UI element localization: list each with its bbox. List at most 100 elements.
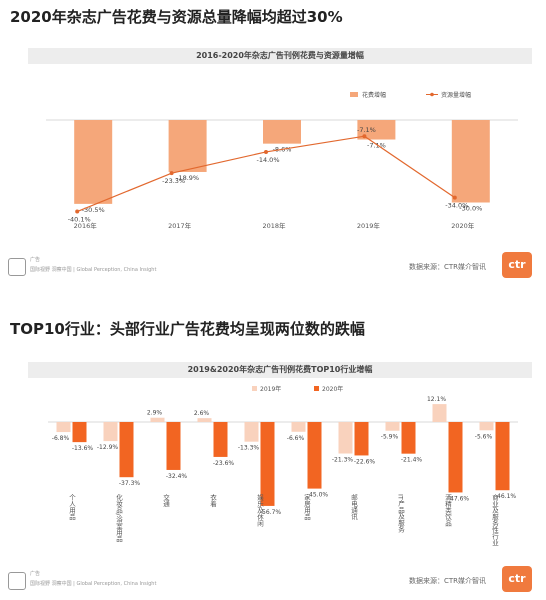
bar-2020 xyxy=(260,422,275,506)
tick-label: 2020年 xyxy=(451,221,475,230)
data-label: -34.0% xyxy=(445,202,468,210)
bar xyxy=(74,120,113,204)
data-label: -30.0% xyxy=(459,205,482,213)
data-label: -22.6% xyxy=(354,458,376,465)
data-label: -7.1% xyxy=(367,142,386,150)
data-source: 数据来源：CTR媒介智讯 xyxy=(408,577,486,585)
legend-label: 资源量增幅 xyxy=(441,91,471,99)
data-label: -5.9% xyxy=(381,434,399,441)
tick-label: 化妆品/浴室用品 xyxy=(115,493,123,543)
bar-2019 xyxy=(244,422,259,442)
footer-tagline: 国际视野 洞察中国 | Global Perception, China Ins… xyxy=(30,581,157,587)
bar-2020 xyxy=(354,422,369,456)
chart2-plot: 2019年 2020年 -6.8%-13.6% 个人用品 -12.9% -37.3% 化妆品… xyxy=(48,385,518,547)
legend-swatch-2020 xyxy=(314,386,319,391)
data-label: -21.3% xyxy=(332,457,354,464)
chart1-title: 2016-2020年杂志广告刊例花费与资源量增幅 xyxy=(28,48,532,64)
chart1-panel: 2016-2020年杂志广告刊例花费与资源量增幅 花费增幅 资源量增幅 -30.5%… xyxy=(28,48,532,238)
data-label: -47.6% xyxy=(448,495,470,502)
footer-tagline: 国际视野 洞察中国 | Global Perception, China Ins… xyxy=(30,267,157,273)
data-label: -6.8% xyxy=(52,435,70,442)
bar-2019 xyxy=(338,422,353,454)
bar-2019 xyxy=(103,422,118,442)
tick-label: 个人用品 xyxy=(68,494,76,522)
data-label: -32.4% xyxy=(166,473,188,480)
tick-label: 家居用品 xyxy=(303,493,311,522)
data-label: -23.6% xyxy=(213,460,235,467)
bar-2020 xyxy=(119,422,134,478)
footer-note: 广告 xyxy=(30,571,41,577)
data-label: 2.9% xyxy=(147,410,163,417)
bar-2020 xyxy=(495,422,510,491)
bar-2019 xyxy=(385,422,400,431)
footer-note: 广告 xyxy=(30,257,41,263)
bar-2019 xyxy=(432,404,447,422)
bar-2020 xyxy=(401,422,416,454)
bar-2020 xyxy=(213,422,228,457)
bar-2020 xyxy=(448,422,463,493)
tick-label: 2016年 xyxy=(74,221,98,230)
tick-label: IT产品及服务 xyxy=(397,494,405,534)
data-label: -14.0% xyxy=(257,156,280,164)
data-source: 数据来源：CTR媒介智讯 xyxy=(408,263,486,271)
bar-2020 xyxy=(307,422,322,489)
bar xyxy=(357,120,396,140)
line-point xyxy=(75,209,80,214)
line-point xyxy=(362,134,367,139)
data-label: 2.6% xyxy=(194,410,210,417)
line-point xyxy=(264,149,268,154)
brand-logo-icon xyxy=(8,572,26,590)
tick-label: 邮电通讯 xyxy=(350,493,358,522)
tick-label: 娱乐及休闲 xyxy=(256,493,264,528)
data-label: -30.5% xyxy=(82,206,105,214)
data-label: -18.9% xyxy=(176,174,199,182)
legend-label: 2020年 xyxy=(322,385,343,393)
data-label: -46.1% xyxy=(495,493,517,500)
chart2-panel: 2019&2020年杂志广告刊例花费TOP10行业增幅 2019年 2020年 -6… xyxy=(28,362,532,556)
bar xyxy=(451,120,490,203)
legend-marker xyxy=(430,92,434,97)
line-point xyxy=(169,171,174,176)
data-label: -7.1% xyxy=(357,126,376,134)
bar xyxy=(168,120,207,172)
data-label: 12.1% xyxy=(427,396,446,403)
ctr-logo: ctr xyxy=(502,252,532,278)
bar-2019 xyxy=(479,422,494,431)
bar xyxy=(263,120,301,144)
bar-2020 xyxy=(72,422,87,443)
bar-2019 xyxy=(291,422,306,432)
bar-2019 xyxy=(56,422,71,433)
legend-swatch-2019 xyxy=(252,386,257,391)
legend-swatch-bar xyxy=(350,92,358,97)
section1-footer: 广告 国际视野 洞察中国 | Global Perception, China … xyxy=(0,250,546,284)
data-label: -37.3% xyxy=(119,480,141,487)
chart2-title: 2019&2020年杂志广告刊例花费TOP10行业增幅 xyxy=(28,362,532,378)
data-label: -56.7% xyxy=(260,509,282,516)
data-label: -21.4% xyxy=(401,457,423,464)
tick-label: 酒精类饮品 xyxy=(444,494,452,528)
data-label: -6.6% xyxy=(287,435,305,442)
tick-label: 衣着 xyxy=(209,493,217,509)
data-label: -23.3% xyxy=(162,177,185,185)
legend-label: 花费增幅 xyxy=(362,91,386,99)
legend-label: 2019年 xyxy=(260,385,281,393)
line-point xyxy=(452,195,457,200)
tick-label: 交通 xyxy=(162,493,170,509)
section1-heading: 2020年杂志广告花费与资源总量降幅均超过30% xyxy=(10,8,343,26)
tick-label: 2019年 xyxy=(357,221,381,230)
bar-2020 xyxy=(166,422,181,470)
brand-logo-icon xyxy=(8,258,26,276)
data-label: -45.0% xyxy=(307,492,329,499)
bar-2019 xyxy=(197,418,212,422)
chart1-plot: 花费增幅 资源量增幅-30.5%2016年-18.9%2017年-8.6%2018… xyxy=(46,91,518,230)
data-label: -40.1% xyxy=(68,216,91,224)
tick-label: 2017年 xyxy=(168,221,192,230)
data-label: -13.6% xyxy=(72,445,94,452)
data-label: -5.6% xyxy=(475,433,493,440)
section2-footer: 广告 国际视野 洞察中国 | Global Perception, China … xyxy=(0,564,546,598)
data-label: -12.9% xyxy=(97,444,119,451)
tick-label: 2018年 xyxy=(262,221,286,230)
series-line xyxy=(76,135,456,213)
data-label: -13.3% xyxy=(238,445,260,452)
tick-label: 商业及服务性行业 xyxy=(491,493,499,547)
